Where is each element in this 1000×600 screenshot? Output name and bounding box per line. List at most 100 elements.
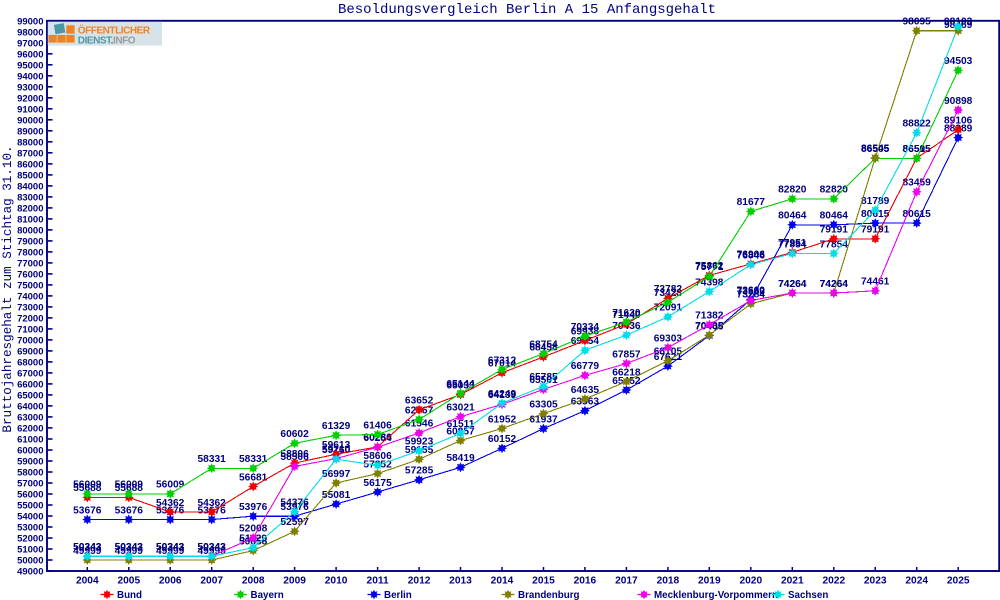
svg-text:73782: 73782 <box>654 284 683 295</box>
svg-text:52597: 52597 <box>280 517 309 528</box>
svg-text:57285: 57285 <box>405 466 434 477</box>
svg-text:2012: 2012 <box>408 575 431 586</box>
svg-text:74461: 74461 <box>861 277 890 288</box>
svg-text:63652: 63652 <box>405 396 434 407</box>
svg-text:64000: 64000 <box>17 402 43 413</box>
svg-text:63000: 63000 <box>17 413 43 424</box>
svg-text:74264: 74264 <box>820 279 849 290</box>
svg-text:50343: 50343 <box>115 542 144 553</box>
svg-text:74398: 74398 <box>695 277 724 288</box>
svg-text:77951: 77951 <box>778 238 807 249</box>
svg-text:61511: 61511 <box>447 419 475 430</box>
svg-text:58806: 58806 <box>280 449 309 460</box>
svg-text:2025: 2025 <box>947 575 970 586</box>
svg-text:60602: 60602 <box>280 429 309 440</box>
svg-text:91000: 91000 <box>17 104 43 115</box>
svg-text:49999: 49999 <box>198 546 227 557</box>
svg-text:83459: 83459 <box>903 178 932 189</box>
svg-text:54376: 54376 <box>280 498 309 509</box>
svg-text:50343: 50343 <box>156 542 185 553</box>
svg-text:53976: 53976 <box>239 502 268 513</box>
svg-text:59000: 59000 <box>17 457 43 468</box>
svg-text:61937: 61937 <box>529 414 558 425</box>
svg-text:81000: 81000 <box>17 215 43 226</box>
svg-text:80464: 80464 <box>778 211 807 222</box>
svg-text:2006: 2006 <box>159 575 182 586</box>
svg-text:2017: 2017 <box>615 575 638 586</box>
svg-text:71440: 71440 <box>612 310 641 321</box>
svg-text:65000: 65000 <box>17 391 43 402</box>
svg-text:54000: 54000 <box>17 512 43 523</box>
svg-text:2013: 2013 <box>449 575 472 586</box>
svg-text:65501: 65501 <box>529 375 558 386</box>
svg-text:98095: 98095 <box>903 17 932 28</box>
svg-text:62000: 62000 <box>17 424 43 435</box>
svg-text:92000: 92000 <box>17 93 43 104</box>
svg-text:58331: 58331 <box>198 454 227 465</box>
svg-text:Sachsen: Sachsen <box>788 590 828 600</box>
svg-text:56997: 56997 <box>322 469 351 480</box>
svg-text:54362: 54362 <box>198 498 227 509</box>
svg-text:49999: 49999 <box>115 546 144 557</box>
svg-text:50000: 50000 <box>17 556 43 567</box>
svg-text:56000: 56000 <box>17 490 43 501</box>
svg-text:82000: 82000 <box>17 204 43 215</box>
svg-text:73583: 73583 <box>737 286 766 297</box>
svg-text:71382: 71382 <box>695 311 724 322</box>
svg-text:53676: 53676 <box>115 505 144 516</box>
svg-text:2010: 2010 <box>325 575 348 586</box>
svg-text:60152: 60152 <box>488 434 517 445</box>
svg-text:DIENST.INFO: DIENST.INFO <box>78 35 136 46</box>
svg-text:53676: 53676 <box>73 505 102 516</box>
svg-text:68754: 68754 <box>529 339 558 350</box>
svg-text:58000: 58000 <box>17 468 43 479</box>
svg-text:Bund: Bund <box>117 590 142 600</box>
svg-text:85000: 85000 <box>17 171 43 182</box>
svg-text:72091: 72091 <box>654 303 683 314</box>
svg-text:50343: 50343 <box>198 542 227 553</box>
svg-text:56681: 56681 <box>239 472 268 483</box>
svg-text:ÖFFENTLICHER: ÖFFENTLICHER <box>78 24 151 37</box>
svg-text:79000: 79000 <box>17 237 43 248</box>
svg-text:68458: 68458 <box>529 343 558 354</box>
svg-text:78000: 78000 <box>17 248 43 259</box>
svg-text:69303: 69303 <box>654 333 683 344</box>
svg-text:99000: 99000 <box>17 16 43 27</box>
svg-text:86505: 86505 <box>903 144 932 155</box>
svg-text:80000: 80000 <box>17 226 43 237</box>
svg-text:Bruttojahresgehalt zum Stichta: Bruttojahresgehalt zum Stichtag 31.10. <box>1 145 15 432</box>
svg-text:67312: 67312 <box>488 355 517 366</box>
svg-text:97000: 97000 <box>17 38 43 49</box>
svg-text:2009: 2009 <box>283 575 306 586</box>
svg-text:66779: 66779 <box>571 361 600 372</box>
svg-text:49999: 49999 <box>73 546 102 557</box>
svg-text:50343: 50343 <box>73 542 102 553</box>
svg-text:65144: 65144 <box>446 379 475 390</box>
svg-text:80464: 80464 <box>820 211 849 222</box>
svg-text:66000: 66000 <box>17 380 43 391</box>
svg-text:50343: 50343 <box>156 542 185 553</box>
svg-text:2011: 2011 <box>367 575 389 586</box>
svg-text:2016: 2016 <box>574 575 597 586</box>
svg-text:49999: 49999 <box>156 546 185 557</box>
svg-text:56009: 56009 <box>115 480 144 491</box>
svg-text:52008: 52008 <box>239 524 268 535</box>
svg-text:71000: 71000 <box>17 325 43 336</box>
svg-text:61406: 61406 <box>363 420 392 431</box>
svg-text:55081: 55081 <box>322 490 351 501</box>
svg-text:67014: 67014 <box>488 359 517 370</box>
svg-text:72000: 72000 <box>17 314 43 325</box>
svg-text:Bayern: Bayern <box>251 590 284 600</box>
svg-text:83000: 83000 <box>17 193 43 204</box>
svg-text:66218: 66218 <box>612 367 641 378</box>
svg-text:50343: 50343 <box>73 542 102 553</box>
svg-text:86515: 86515 <box>903 144 932 155</box>
svg-text:63021: 63021 <box>446 403 475 414</box>
svg-text:57000: 57000 <box>17 479 43 490</box>
svg-text:76000: 76000 <box>17 270 43 281</box>
svg-text:56175: 56175 <box>363 478 392 489</box>
svg-text:61329: 61329 <box>322 421 351 432</box>
svg-text:59613: 59613 <box>322 440 351 451</box>
svg-text:81677: 81677 <box>737 197 766 208</box>
svg-text:94000: 94000 <box>17 71 43 82</box>
